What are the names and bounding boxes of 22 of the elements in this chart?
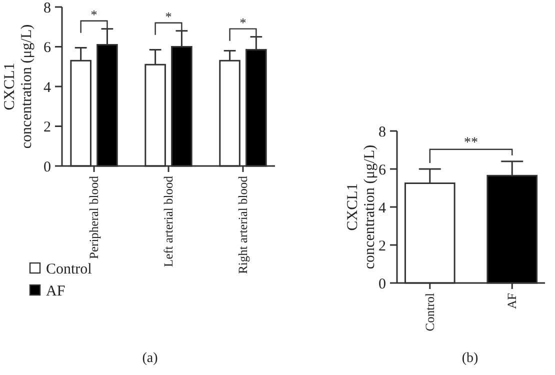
annotation: ** <box>464 135 478 150</box>
annotation: * <box>165 8 172 24</box>
y-tick-label: 2 <box>378 238 386 254</box>
text: (b) <box>462 351 478 366</box>
y-tick-label: 2 <box>44 120 51 136</box>
y-tick-label: 0 <box>378 276 386 292</box>
legend-label: Control <box>46 261 92 278</box>
x-tick-label: Right arterial blood <box>236 175 250 274</box>
y-tick-label: 4 <box>378 200 386 216</box>
y-axis-title: CXCL1 concentration (μg/L) <box>345 144 378 270</box>
x-tick-label: Peripheral blood <box>87 175 102 259</box>
y-tick-label: 4 <box>44 80 52 96</box>
y-tick-label: 6 <box>44 40 52 56</box>
y-tick-label: 8 <box>44 0 51 16</box>
y-tick-label: 6 <box>378 162 386 178</box>
text: (a) <box>142 351 158 366</box>
y-axis-title: CXCL1 concentration (μg/L) <box>2 24 35 149</box>
y-tick-label: 0 <box>44 159 51 176</box>
annotation: * <box>240 14 246 30</box>
y-tick-label: 8 <box>378 124 386 140</box>
x-tick-label: Left arterial blood <box>162 175 176 267</box>
annotation: * <box>90 6 98 22</box>
